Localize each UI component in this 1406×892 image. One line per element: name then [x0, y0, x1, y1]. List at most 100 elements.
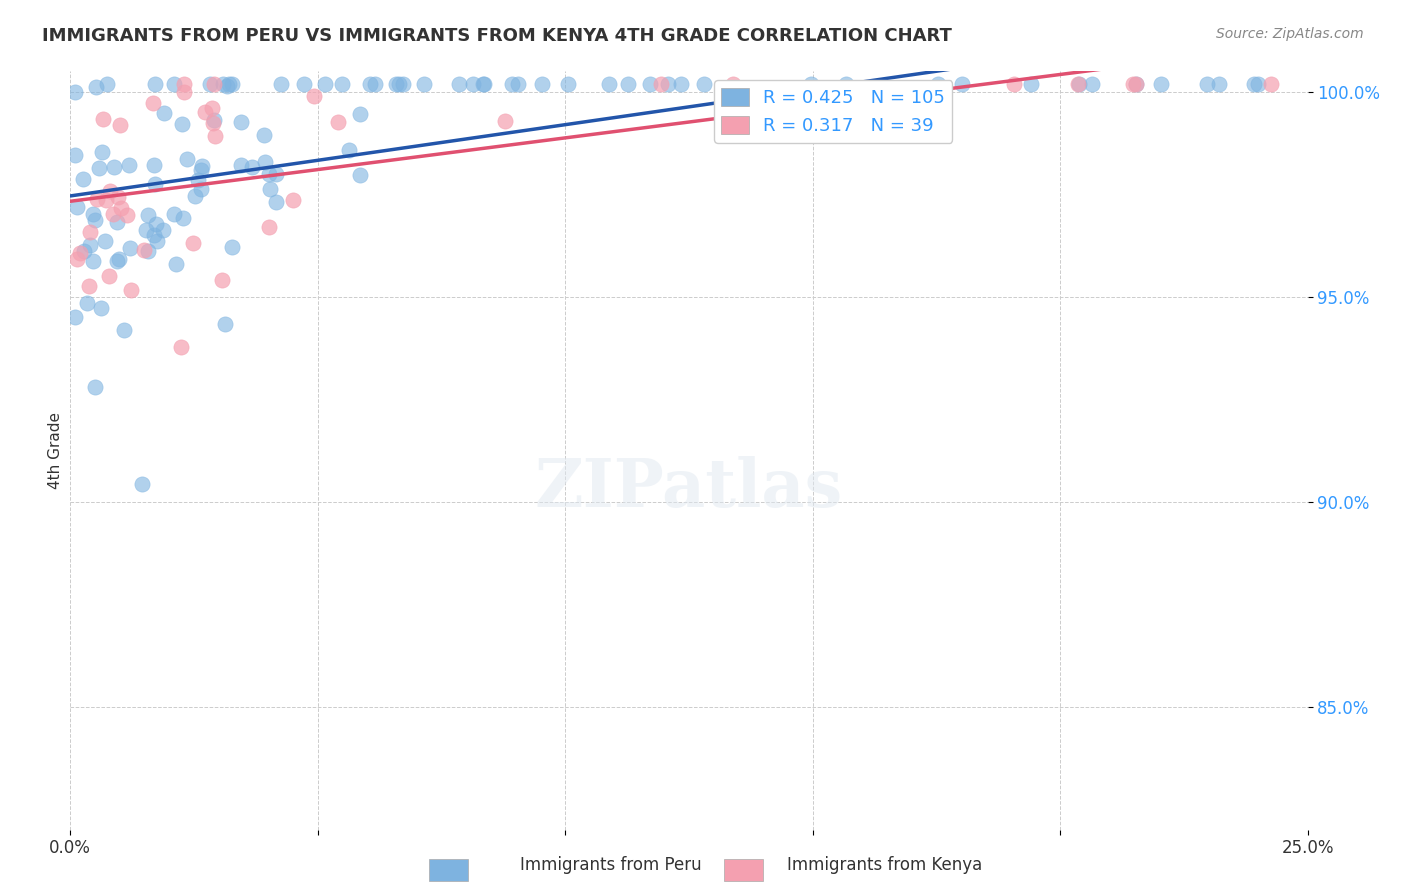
Point — [214, 317, 236, 331]
Point — [472, 77, 495, 91]
Point — [1019, 77, 1042, 91]
Point — [153, 105, 176, 120]
Point — [90, 301, 112, 316]
Point — [1243, 77, 1265, 91]
Point — [388, 77, 411, 91]
Point — [163, 206, 186, 220]
Point — [172, 211, 194, 225]
Point — [800, 77, 823, 91]
Point — [93, 112, 115, 127]
Point — [259, 182, 281, 196]
Point — [91, 145, 114, 159]
Point — [204, 129, 226, 144]
Point — [1125, 77, 1147, 91]
Point — [229, 115, 252, 129]
Point — [212, 77, 235, 91]
Point — [176, 152, 198, 166]
Point — [616, 77, 638, 91]
Point — [65, 148, 87, 162]
Point — [671, 77, 693, 91]
Point — [194, 105, 217, 120]
Point — [927, 77, 949, 91]
Point — [449, 77, 471, 91]
Point — [66, 200, 89, 214]
Point — [413, 77, 436, 91]
Point — [115, 208, 138, 222]
Point — [135, 223, 157, 237]
Point — [108, 118, 131, 132]
Point — [330, 77, 353, 91]
Point — [87, 161, 110, 175]
Point — [190, 182, 212, 196]
Point — [557, 77, 579, 91]
Point — [65, 310, 87, 325]
Point — [1080, 77, 1102, 91]
Point — [1195, 77, 1218, 91]
Point — [97, 269, 120, 284]
Text: Immigrants from Peru: Immigrants from Peru — [520, 856, 702, 874]
Point — [142, 96, 165, 111]
Point — [1208, 77, 1230, 91]
Point — [198, 77, 221, 91]
Point — [834, 77, 856, 91]
Point — [143, 77, 166, 91]
Point — [531, 77, 554, 91]
Point — [231, 158, 253, 172]
Text: Immigrants from Kenya: Immigrants from Kenya — [787, 856, 983, 874]
Point — [152, 223, 174, 237]
Point — [82, 207, 104, 221]
Point — [146, 234, 169, 248]
Point — [950, 77, 973, 91]
Point — [132, 243, 155, 257]
Point — [721, 77, 744, 91]
Point — [1125, 77, 1147, 91]
Point — [270, 77, 292, 91]
Point — [120, 241, 142, 255]
Point — [138, 208, 160, 222]
Point — [215, 79, 238, 94]
Point — [657, 77, 679, 91]
Point — [65, 85, 87, 99]
Point — [105, 215, 128, 229]
Point — [385, 77, 408, 91]
Point — [100, 184, 122, 198]
Point — [314, 77, 336, 91]
Point — [326, 114, 349, 128]
Point — [77, 279, 100, 293]
Point — [253, 128, 276, 142]
Point — [120, 283, 142, 297]
Point — [118, 158, 141, 172]
Point — [218, 77, 240, 91]
Point — [170, 340, 193, 354]
Point — [172, 117, 194, 131]
Text: ZIPatlas: ZIPatlas — [534, 456, 844, 521]
Point — [292, 77, 315, 91]
Point — [1247, 77, 1270, 91]
Point — [392, 77, 415, 91]
Point — [136, 244, 159, 259]
Point — [221, 240, 243, 254]
Point — [108, 252, 131, 266]
Point — [96, 77, 118, 91]
Point — [211, 273, 233, 287]
Point — [201, 101, 224, 115]
Point — [84, 213, 107, 227]
Point — [349, 168, 371, 182]
Point — [472, 77, 495, 91]
Point — [79, 226, 101, 240]
Point — [163, 77, 186, 91]
Point — [359, 77, 381, 91]
Point — [1150, 77, 1173, 91]
Y-axis label: 4th Grade: 4th Grade — [48, 412, 63, 489]
Point — [110, 201, 132, 215]
Point — [107, 190, 129, 204]
Point — [145, 217, 167, 231]
Point — [650, 77, 672, 91]
Point — [165, 257, 187, 271]
Point — [257, 168, 280, 182]
Point — [461, 77, 484, 91]
Point — [201, 116, 224, 130]
Point — [183, 189, 205, 203]
Point — [66, 252, 89, 267]
Legend: R = 0.425   N = 105, R = 0.317   N = 39: R = 0.425 N = 105, R = 0.317 N = 39 — [714, 80, 952, 143]
